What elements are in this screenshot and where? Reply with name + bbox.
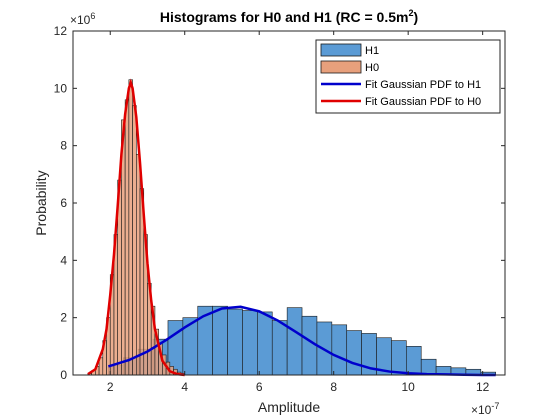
h1-bar-8 [212, 305, 228, 376]
chart-title: Histograms for H0 and H1 (RC = 0.5m2) [160, 8, 418, 25]
y-axis-exponent: ×106 [70, 11, 95, 27]
x-axis-label: Amplitude [258, 399, 320, 415]
fit-h1-line [108, 305, 496, 377]
h1-bar-11 [257, 311, 273, 376]
h1-bar-9 [227, 308, 243, 376]
legend: H1 H0 Fit Gaussian PDF to H1 Fit Gaussian P… [315, 39, 501, 114]
h1-bar-13 [286, 307, 303, 376]
x-tick-label: 6 [256, 380, 263, 394]
h0-bar-12 [128, 79, 133, 376]
h0-bar-13 [132, 105, 137, 376]
x-tick-label: 4 [181, 380, 188, 394]
legend-label-2: H0 [365, 62, 379, 74]
y-tick-label: 2 [60, 311, 67, 325]
legend-label-4: Fit Gaussian PDF to H0 [365, 96, 481, 108]
fit-h0-line [87, 78, 185, 377]
x-tick-label: 8 [330, 380, 337, 394]
x-tick-label: 12 [476, 380, 490, 394]
h1-bar-22 [420, 358, 437, 376]
legend-swatch-1 [320, 43, 362, 57]
y-tick-label: 0 [60, 368, 67, 382]
y-tick-label: 4 [60, 253, 67, 267]
x-tick-label: 10 [401, 380, 415, 394]
h1-bar-10 [242, 310, 258, 376]
h1-bar-20 [391, 340, 407, 376]
legend-label-3: Fit Gaussian PDF to H1 [365, 79, 481, 91]
h1-bar-21 [406, 346, 422, 376]
h1-bar-16 [331, 324, 348, 376]
y-tick-label: 6 [60, 196, 67, 210]
x-axis-ticks: 2 4 6 8 10 12 [107, 31, 490, 394]
y-axis-label: Probability [33, 170, 49, 235]
legend-label-1: H1 [365, 45, 379, 57]
y-tick-label: 10 [54, 81, 68, 95]
legend-swatch-2 [320, 60, 362, 74]
h1-bar-14 [301, 315, 318, 376]
h0-bar-11 [124, 99, 130, 376]
h0-bar-14 [136, 153, 141, 376]
y-axis-ticks: 0 2 4 6 8 10 12 [54, 24, 505, 382]
h1-bar-17 [346, 330, 362, 376]
x-axis-exponent: ×10-7 [471, 401, 499, 417]
y-tick-label: 12 [54, 24, 68, 38]
y-tick-label: 8 [60, 139, 67, 153]
x-tick-label: 2 [107, 380, 114, 394]
h1-bar-12 [271, 320, 288, 376]
